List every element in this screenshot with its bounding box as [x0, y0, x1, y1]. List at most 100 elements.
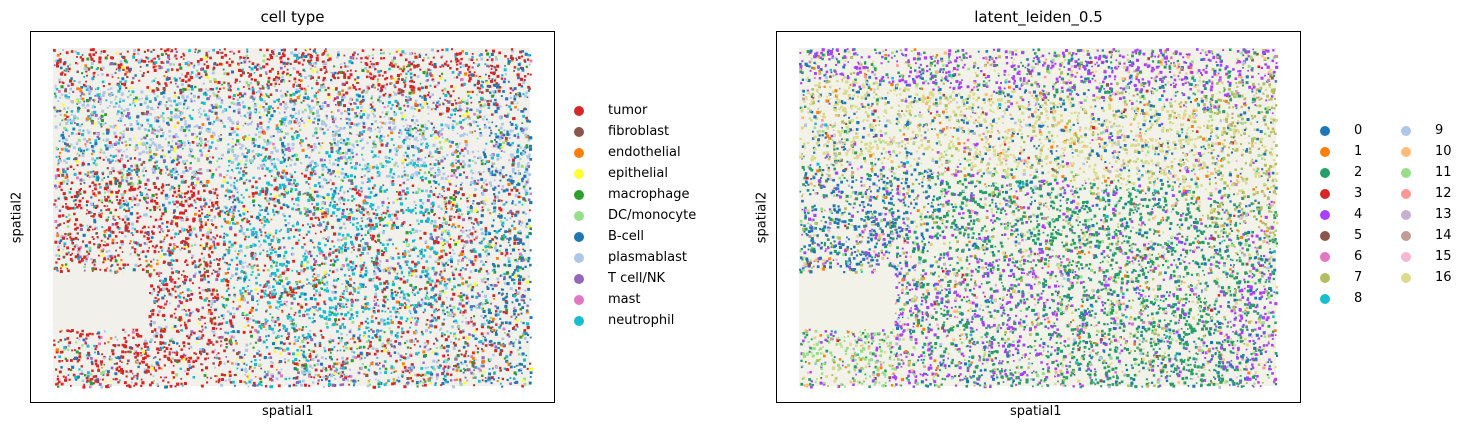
cell-point [295, 291, 298, 294]
cell-point [472, 351, 475, 355]
cell-point [390, 75, 393, 78]
cell-point [370, 150, 374, 153]
cell-point [502, 189, 506, 193]
cell-point [388, 52, 391, 55]
cell-point [416, 320, 419, 323]
cell-point [115, 52, 118, 55]
cell-point [290, 323, 293, 326]
cell-point [442, 166, 445, 169]
cell-point [256, 215, 259, 219]
cell-point [478, 110, 482, 113]
cell-point [96, 364, 99, 368]
cell-point [406, 330, 410, 334]
cell-point [188, 153, 192, 157]
cell-point [513, 97, 517, 101]
cell-point [333, 65, 336, 68]
cell-point [123, 191, 127, 194]
cell-point [463, 171, 465, 174]
cell-point [483, 152, 487, 156]
cell-point [90, 111, 93, 114]
cell-point [441, 245, 444, 248]
cell-point [351, 268, 354, 272]
cell-point [186, 71, 190, 75]
cell-point [152, 61, 156, 65]
cell-point [151, 230, 154, 233]
cell-point [439, 346, 443, 350]
cell-point [281, 75, 284, 78]
cell-point [183, 382, 187, 385]
cell-point [340, 250, 344, 254]
cell-point [427, 68, 430, 71]
cell-point [291, 135, 294, 138]
cell-point [118, 69, 121, 72]
cell-point [294, 188, 298, 192]
cell-point [260, 323, 264, 327]
cell-point [494, 133, 497, 136]
cell-point [240, 193, 243, 196]
cell-point [418, 373, 421, 376]
cell-point [133, 228, 137, 231]
cell-point [319, 105, 321, 108]
cell-point [196, 177, 200, 181]
cell-point [153, 250, 157, 254]
cell-point [472, 248, 476, 252]
cell-point [509, 133, 511, 136]
cell-point [67, 157, 71, 160]
cell-point [141, 74, 145, 77]
cell-point [472, 62, 475, 64]
cell-point [320, 362, 323, 366]
cell-point [461, 277, 464, 280]
cell-point [317, 216, 319, 219]
cell-point [468, 117, 472, 120]
cell-point [485, 270, 488, 273]
cell-point [430, 108, 433, 111]
cell-point [143, 342, 146, 346]
cell-point [351, 355, 355, 359]
cell-point [431, 303, 434, 306]
cell-point [101, 171, 105, 175]
cell-point [116, 112, 119, 116]
cell-point [65, 67, 68, 71]
cell-point [422, 59, 425, 62]
cell-point [421, 132, 425, 135]
cell-point [260, 153, 263, 156]
cell-point [237, 102, 241, 105]
cell-point [187, 342, 191, 345]
cell-point [516, 150, 520, 154]
cell-point [126, 362, 129, 365]
cell-point [166, 121, 169, 125]
cell-point [438, 280, 441, 283]
cell-point [136, 360, 139, 363]
cell-point [173, 146, 177, 150]
cell-point [219, 81, 221, 84]
cell-point [100, 385, 104, 389]
cell-point [99, 103, 102, 106]
cell-point [204, 261, 208, 265]
cell-point [359, 271, 362, 274]
cell-point [121, 65, 125, 69]
cell-point [145, 243, 148, 246]
cell-point [277, 384, 281, 388]
cell-point [209, 155, 212, 158]
cell-point [314, 162, 317, 165]
cell-point [328, 57, 332, 61]
cell-point [430, 206, 434, 210]
cell-point [291, 199, 293, 202]
cell-point [119, 97, 122, 100]
cell-point [290, 190, 293, 193]
cell-point [76, 176, 79, 180]
cell-point [304, 303, 308, 306]
cell-point [333, 117, 337, 121]
cell-point [469, 216, 473, 220]
cell-point [281, 149, 284, 152]
cell-point [484, 179, 487, 182]
cell-point [114, 177, 118, 181]
cell-point [291, 142, 295, 146]
cell-point [397, 291, 399, 294]
cell-point [498, 229, 501, 232]
cell-point [76, 152, 79, 155]
cell-point [478, 75, 482, 79]
cell-point [461, 250, 464, 253]
cell-point [153, 127, 155, 130]
cell-point [198, 291, 202, 295]
